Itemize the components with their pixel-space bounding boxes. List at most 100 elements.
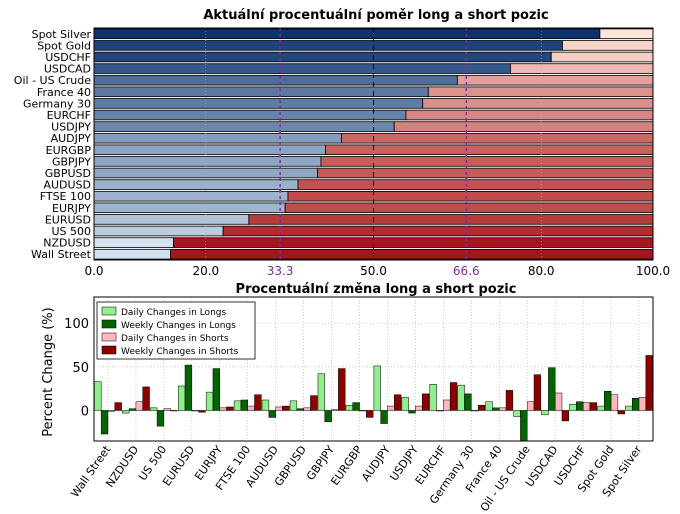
bar-daily-changes-in-longs bbox=[205, 391, 214, 411]
category-label: EURGBP bbox=[46, 144, 92, 157]
bar-weekly-changes-in-longs bbox=[520, 410, 528, 442]
bar-weekly-changes-in-longs bbox=[268, 410, 276, 418]
bar-weekly-changes-in-shorts bbox=[449, 382, 458, 411]
bar-weekly-changes-in-shorts bbox=[477, 404, 486, 411]
category-label: Germany 30 bbox=[23, 97, 91, 110]
category-label: EURJPY bbox=[52, 202, 91, 215]
bar-weekly-changes-in-longs bbox=[492, 407, 500, 411]
bar-weekly-changes-in-shorts bbox=[254, 394, 262, 411]
long-bar-ftse-100 bbox=[93, 190, 289, 202]
bar-daily-changes-in-longs bbox=[261, 399, 270, 411]
x-tick-label: AUDJPY bbox=[359, 443, 393, 484]
bar-daily-changes-in-shorts bbox=[275, 406, 283, 411]
legend-swatch bbox=[101, 319, 117, 329]
bar-weekly-changes-in-longs bbox=[548, 367, 556, 411]
category-label: GBPUSD bbox=[45, 167, 91, 180]
short-bar-spot-silver bbox=[599, 28, 654, 40]
bar-weekly-changes-in-longs bbox=[324, 410, 332, 423]
long-bar-oil-us-crude bbox=[93, 74, 458, 86]
category-label: EURUSD bbox=[45, 213, 91, 226]
bar-daily-changes-in-shorts bbox=[499, 407, 507, 411]
category-label: AUDUSD bbox=[43, 179, 91, 192]
short-bar-ftse-100 bbox=[287, 190, 654, 202]
bar-weekly-changes-in-longs bbox=[436, 410, 444, 412]
bar-daily-changes-in-shorts bbox=[582, 402, 591, 411]
category-label: USDCHF bbox=[45, 51, 91, 64]
bar-daily-changes-in-shorts bbox=[554, 392, 563, 411]
bar-daily-changes-in-longs bbox=[94, 381, 102, 411]
bar-daily-changes-in-shorts bbox=[359, 410, 367, 412]
bar-daily-changes-in-longs bbox=[485, 401, 493, 411]
legend-swatch bbox=[101, 306, 117, 316]
bar-daily-changes-in-longs bbox=[317, 373, 326, 411]
ratio-chart-x-ticks: 0.0 20.0 33.3 50.0 66.6 80.0 100.0 bbox=[84, 264, 670, 278]
bar-daily-changes-in-longs bbox=[429, 384, 437, 411]
bar-daily-changes-in-shorts bbox=[303, 407, 311, 411]
legend-swatch bbox=[101, 345, 117, 355]
x-tick-label: 0.0 bbox=[84, 264, 103, 278]
x-tick-label: 20.0 bbox=[192, 264, 219, 278]
bar-daily-changes-in-longs bbox=[373, 365, 381, 411]
x-tick-label: 50.0 bbox=[360, 264, 387, 278]
long-bar-audusd bbox=[93, 179, 299, 190]
bar-daily-changes-in-shorts bbox=[247, 405, 255, 411]
bar-weekly-changes-in-shorts bbox=[310, 395, 318, 411]
bar-daily-changes-in-longs bbox=[289, 400, 298, 411]
short-bar-usdjpy bbox=[393, 121, 654, 132]
bar-weekly-changes-in-longs bbox=[408, 410, 416, 414]
change-chart-title: Procentuální změna long a short pozic bbox=[236, 282, 517, 297]
x-tick-label: Wall Street bbox=[68, 443, 113, 500]
bar-daily-changes-in-shorts bbox=[415, 405, 423, 411]
bar-daily-changes-in-longs bbox=[457, 384, 465, 411]
bar-daily-changes-in-shorts bbox=[135, 401, 143, 411]
bar-weekly-changes-in-shorts bbox=[617, 410, 625, 415]
long-bar-wall-street bbox=[93, 248, 171, 260]
legend-label: Daily Changes in Shorts bbox=[121, 334, 229, 344]
bar-daily-changes-in-longs bbox=[597, 405, 605, 411]
short-bar-gbpjpy bbox=[320, 156, 654, 167]
short-bar-wall-street bbox=[170, 248, 654, 260]
long-bar-usdjpy bbox=[93, 121, 395, 132]
long-bar-gbpjpy bbox=[93, 156, 322, 167]
category-label: US 500 bbox=[51, 225, 91, 238]
bar-weekly-changes-in-shorts bbox=[142, 386, 150, 411]
bar-weekly-changes-in-shorts bbox=[589, 402, 597, 411]
short-bar-gbpusd bbox=[317, 167, 654, 179]
short-bar-eurchf bbox=[405, 109, 654, 121]
category-label: EURCHF bbox=[47, 109, 91, 122]
y-tick-label: 0 bbox=[81, 404, 89, 419]
bar-daily-changes-in-longs bbox=[513, 410, 521, 417]
change-chart-legend: Daily Changes in Longs Weekly Changes in … bbox=[96, 301, 256, 360]
x-tick-label: 100.0 bbox=[636, 264, 670, 278]
long-bar-france-40 bbox=[93, 86, 429, 98]
long-bar-eurgbp bbox=[93, 144, 326, 156]
x-tick-label: 66.6 bbox=[453, 264, 480, 278]
bar-weekly-changes-in-shorts bbox=[533, 374, 542, 411]
category-label: Spot Gold bbox=[37, 39, 91, 52]
legend-label: Weekly Changes in Longs bbox=[121, 321, 236, 331]
bar-daily-changes-in-shorts bbox=[387, 405, 395, 411]
long-bar-us-500 bbox=[93, 225, 224, 237]
bar-daily-changes-in-longs bbox=[150, 407, 158, 411]
plot-frame bbox=[93, 27, 654, 261]
ratio-chart-title: Aktuální procentuální poměr long a short… bbox=[203, 8, 548, 23]
bar-daily-changes-in-longs bbox=[233, 400, 242, 411]
bar-weekly-changes-in-longs bbox=[604, 391, 612, 411]
category-label: GBPJPY bbox=[52, 155, 91, 168]
long-bar-usdcad bbox=[93, 63, 511, 74]
bar-weekly-changes-in-shorts bbox=[645, 355, 653, 411]
category-label: USDCAD bbox=[44, 63, 91, 76]
long-bar-usdchf bbox=[93, 51, 552, 63]
plot-frame bbox=[93, 296, 654, 442]
short-bar-france-40 bbox=[427, 86, 654, 98]
bar-weekly-changes-in-longs bbox=[352, 402, 360, 411]
short-bar-audjpy bbox=[341, 132, 654, 144]
long-bar-eurusd bbox=[93, 214, 250, 225]
bar-daily-changes-in-longs bbox=[541, 410, 549, 416]
bar-weekly-changes-in-shorts bbox=[338, 368, 346, 411]
long-bar-eurjpy bbox=[93, 202, 286, 214]
long-bar-nzdusd bbox=[93, 237, 174, 248]
bar-weekly-changes-in-longs bbox=[128, 408, 137, 411]
bar-weekly-changes-in-shorts bbox=[421, 393, 430, 411]
